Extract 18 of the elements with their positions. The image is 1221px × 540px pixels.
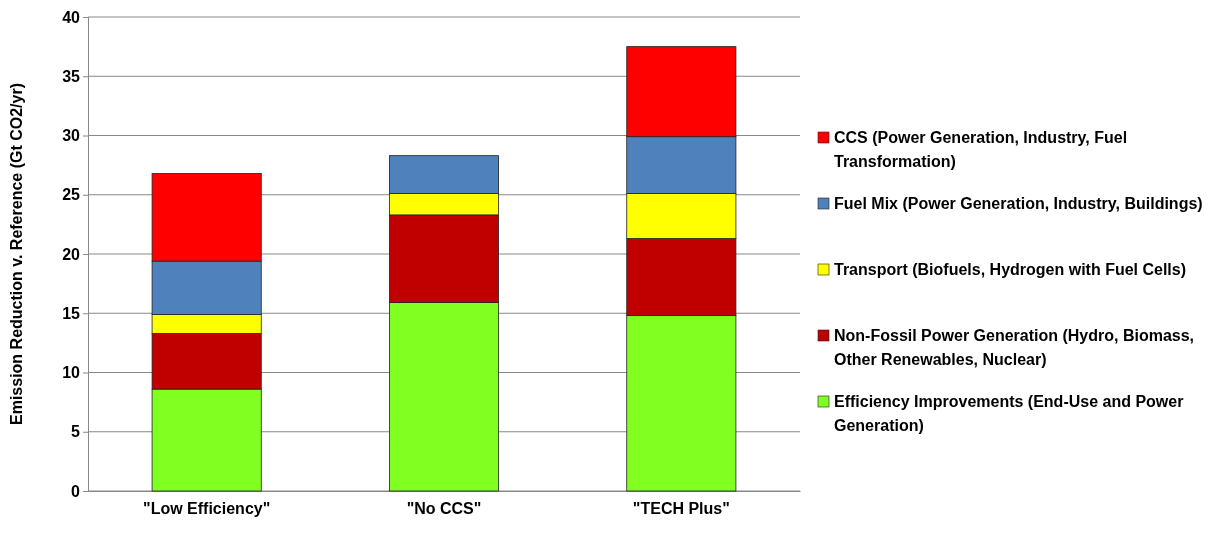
y-tick-label: 20 bbox=[62, 245, 81, 263]
y-tick-label: 15 bbox=[62, 304, 81, 322]
x-tick-label: "No CCS" bbox=[406, 500, 482, 518]
x-tick-label: "Low Efficiency" bbox=[143, 500, 271, 518]
y-tick-label: 5 bbox=[71, 423, 81, 441]
legend-label: Fuel Mix (Power Generation, Industry, Buildings) bbox=[834, 195, 1203, 212]
legend-label: Non-Fossil Power Generation (Hydro, Biomass, Other Renewables, Nuclear) bbox=[834, 327, 1195, 368]
x-tick-label: "TECH Plus" bbox=[632, 500, 730, 518]
y-tick-label: 30 bbox=[62, 127, 81, 145]
legend-label: Efficiency Improvements (End-Use and Power Generation) bbox=[834, 393, 1184, 434]
y-tick-label: 0 bbox=[71, 482, 81, 500]
y-tick-label: 40 bbox=[62, 8, 81, 26]
y-axis-title: Emission Reduction v. Reference (Gt CO2/yr) bbox=[8, 82, 25, 426]
y-tick-label: 25 bbox=[62, 186, 81, 204]
legend-label: CCS (Power Generation, Industry, Fuel Transformation) bbox=[834, 129, 1128, 170]
legend-label: Transport (Biofuels, Hydrogen with Fuel Cells) bbox=[834, 261, 1187, 278]
y-tick-label: 35 bbox=[62, 67, 81, 85]
y-tick-label: 10 bbox=[62, 364, 81, 382]
